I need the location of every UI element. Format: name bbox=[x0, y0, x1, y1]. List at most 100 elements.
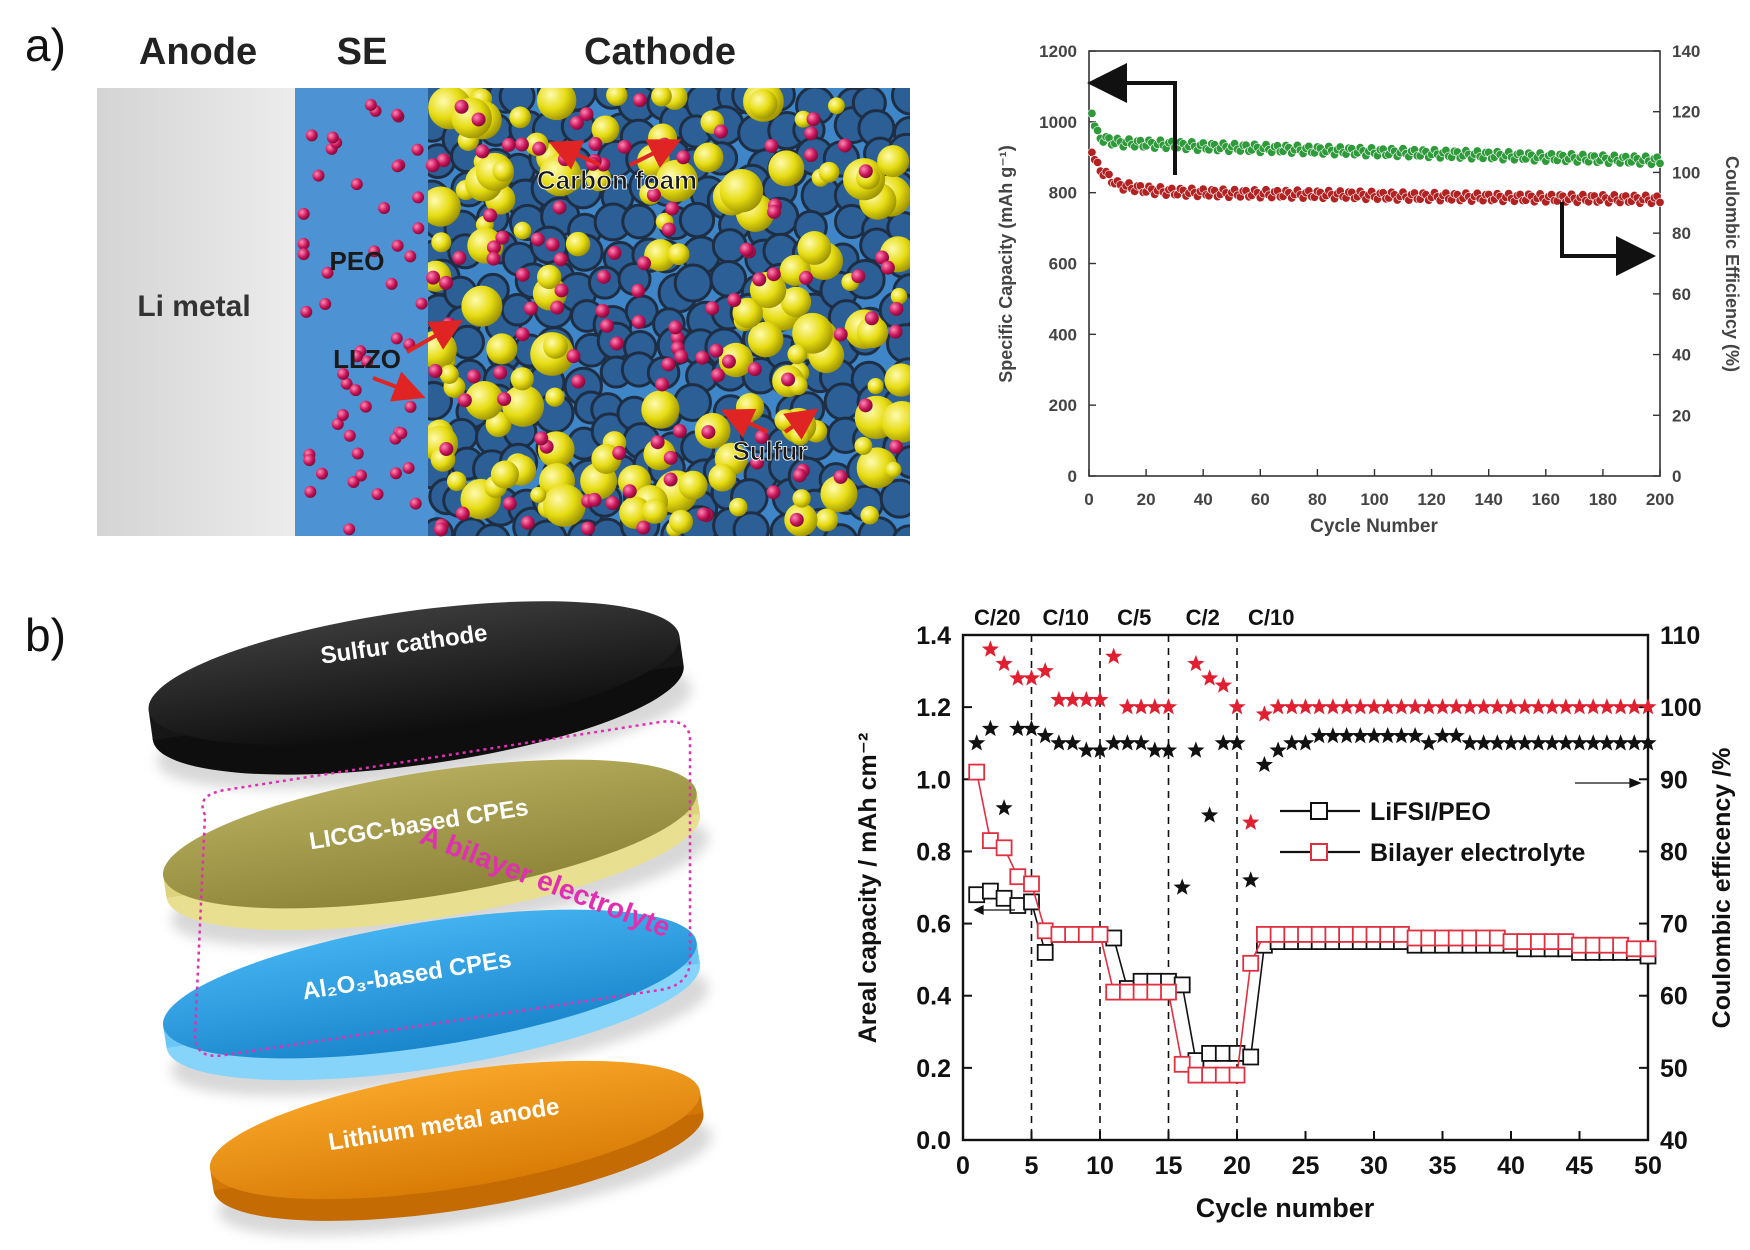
capacity-marker bbox=[1077, 926, 1095, 943]
efficiency-marker bbox=[1529, 698, 1547, 715]
llzo-sphere bbox=[530, 232, 545, 247]
llzo-sphere bbox=[486, 251, 501, 266]
capacity-marker bbox=[1447, 929, 1465, 947]
llzo-sphere bbox=[781, 372, 796, 387]
llzo-sphere bbox=[750, 455, 765, 470]
capacity-marker bbox=[1543, 933, 1561, 950]
sulfur-sphere bbox=[747, 321, 784, 358]
y-tick-label: 0.6 bbox=[916, 911, 951, 939]
sulfur-sphere bbox=[794, 110, 812, 128]
llzo-sphere bbox=[622, 484, 637, 499]
efficiency-marker bbox=[1598, 734, 1616, 751]
y2-tick-label: 70 bbox=[1660, 911, 1688, 939]
y2-tick-label: 40 bbox=[1672, 346, 1691, 365]
llzo-sphere bbox=[297, 237, 310, 250]
llzo-sphere bbox=[798, 270, 813, 285]
capacity-marker bbox=[1557, 933, 1575, 950]
sulfur-sphere bbox=[486, 333, 518, 365]
x-tick-label: 45 bbox=[1566, 1152, 1594, 1180]
sulfur-sphere bbox=[542, 484, 586, 527]
sulfur-sphere bbox=[718, 342, 754, 378]
sulfur-sphere bbox=[644, 239, 677, 272]
efficiency-marker bbox=[1625, 698, 1643, 715]
efficiency-marker bbox=[1324, 727, 1342, 744]
capacity-marker bbox=[1091, 926, 1109, 943]
llzo-sphere bbox=[303, 454, 316, 467]
llzo-sphere bbox=[858, 398, 873, 413]
llzo-sphere bbox=[452, 250, 467, 265]
y2-tick-label: 20 bbox=[1672, 406, 1691, 425]
capacity-marker bbox=[995, 839, 1013, 857]
efficiency-marker bbox=[1625, 734, 1643, 751]
x-tick-label: 120 bbox=[1417, 490, 1445, 509]
capacity-marker bbox=[1119, 983, 1136, 1001]
llzo-sphere bbox=[553, 252, 568, 267]
capacity-marker bbox=[1187, 1066, 1205, 1084]
llzo-sphere bbox=[315, 467, 328, 480]
sulfur-sphere bbox=[537, 88, 577, 121]
efficiency-marker bbox=[1091, 741, 1109, 758]
efficiency-marker bbox=[1639, 734, 1657, 751]
llzo-sphere bbox=[436, 153, 451, 168]
x-tick-label: 40 bbox=[1194, 490, 1213, 509]
efficiency-marker bbox=[1255, 755, 1273, 773]
x-tick-label: 160 bbox=[1532, 490, 1560, 509]
sulfur-sphere bbox=[543, 333, 568, 359]
llzo-sphere bbox=[789, 512, 804, 527]
chart-a-points bbox=[1087, 108, 1665, 208]
efficiency-marker bbox=[1570, 698, 1589, 715]
sulfur-sphere bbox=[545, 387, 565, 407]
llzo-sphere bbox=[439, 275, 454, 290]
efficiency-marker bbox=[1447, 698, 1465, 715]
y2-tick-label: 60 bbox=[1672, 285, 1691, 304]
llzo-sphere bbox=[617, 139, 632, 154]
efficiency-marker bbox=[1392, 698, 1410, 715]
cathode-header: Cathode bbox=[584, 31, 736, 73]
data-point bbox=[1655, 197, 1665, 207]
efficiency-marker bbox=[1475, 734, 1493, 751]
llzo-sphere bbox=[361, 355, 374, 368]
llzo-sphere bbox=[889, 301, 904, 316]
chart-b-y-label: Areal capacity / mAh cm⁻² bbox=[854, 733, 882, 1044]
sulfur-sphere bbox=[828, 97, 845, 115]
llzo-sphere bbox=[595, 303, 610, 318]
efficiency-marker bbox=[1242, 813, 1260, 830]
capacity-marker bbox=[1351, 926, 1369, 943]
llzo-sphere bbox=[858, 164, 873, 179]
efficiency-marker bbox=[1502, 698, 1520, 715]
llzo-sphere bbox=[804, 126, 819, 141]
x-tick-label: 60 bbox=[1251, 490, 1270, 509]
layer-stack: Sulfur cathode LICGC-based CPEs Al₂O₃-ba… bbox=[148, 601, 713, 1236]
efficiency-marker bbox=[1420, 734, 1438, 751]
data-point bbox=[1093, 157, 1103, 167]
efficiency-marker bbox=[1584, 698, 1602, 715]
capacity-marker bbox=[1105, 983, 1123, 1001]
llzo-sphere bbox=[636, 520, 651, 535]
efficiency-marker bbox=[1433, 698, 1452, 715]
efficiency-marker bbox=[1118, 734, 1136, 751]
llzo-sphere bbox=[709, 343, 724, 358]
data-point bbox=[1093, 126, 1103, 136]
sulfur-sphere bbox=[513, 221, 532, 240]
llzo-sphere bbox=[391, 160, 404, 173]
llzo-sphere bbox=[880, 260, 895, 275]
llzo-sphere bbox=[351, 447, 364, 460]
efficiency-marker bbox=[1269, 698, 1287, 715]
x-tick-label: 20 bbox=[1223, 1152, 1251, 1180]
y-tick-label: 0.4 bbox=[916, 983, 951, 1011]
y-tick-label: 0.8 bbox=[916, 838, 951, 866]
llzo-sphere bbox=[326, 131, 339, 144]
llzo-sphere bbox=[566, 349, 581, 364]
llzo-sphere bbox=[605, 496, 620, 511]
capacity-marker bbox=[995, 889, 1013, 907]
sulfur-sphere bbox=[748, 89, 778, 119]
chart-b-x-ticks: 0 5 10 15 20 25 30 35 40 45 50 bbox=[956, 1131, 1662, 1180]
x-tick-label: 35 bbox=[1429, 1152, 1457, 1180]
sulfur-sphere bbox=[464, 381, 504, 420]
foam-cell bbox=[589, 517, 626, 536]
x-tick-label: 0 bbox=[956, 1152, 970, 1180]
chart-a-y2-label: Coulombic Efficiency (%) bbox=[1722, 156, 1742, 372]
x-tick-label: 25 bbox=[1292, 1152, 1320, 1180]
capacity-marker bbox=[1502, 933, 1520, 950]
capacity-marker bbox=[1379, 926, 1397, 943]
